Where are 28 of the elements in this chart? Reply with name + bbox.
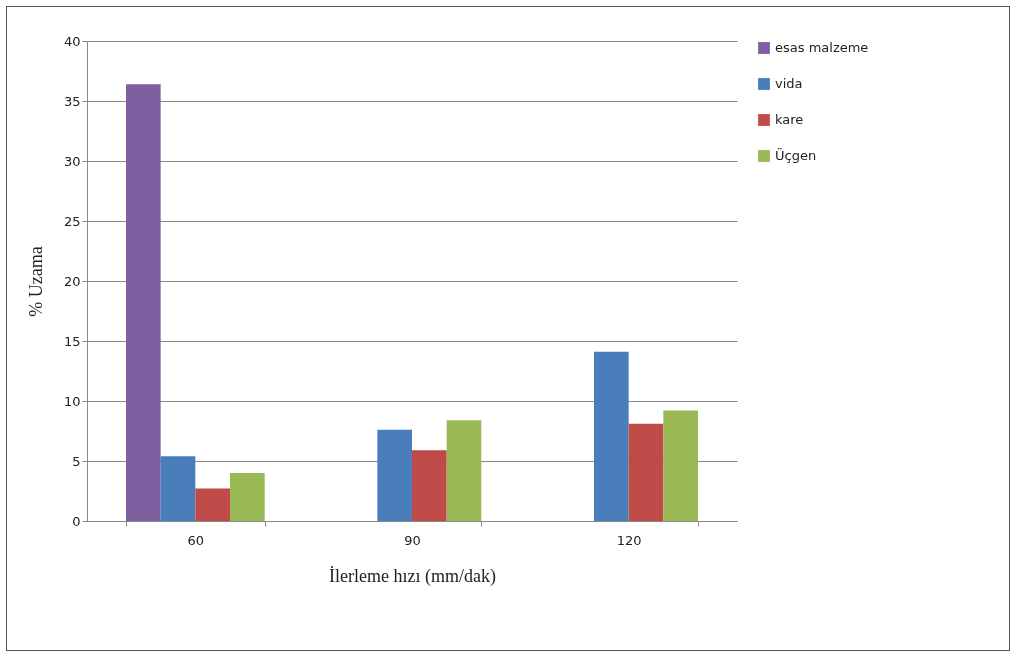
bar [628, 423, 664, 521]
bar [412, 450, 447, 521]
legend-label: vida [775, 76, 803, 91]
y-tick-label: 20 [63, 273, 81, 289]
y-tick-label: 15 [63, 333, 81, 349]
bar [663, 410, 698, 521]
y-tick-label: 0 [72, 513, 81, 529]
y-tick-label: 35 [63, 93, 81, 109]
bar [160, 456, 196, 521]
bar [377, 429, 412, 521]
bar [230, 473, 265, 521]
bar [195, 488, 230, 521]
x-tick-label: 90 [404, 532, 421, 548]
y-axis-title: % Uzama [25, 246, 46, 317]
x-tick-label: 60 [187, 532, 205, 548]
bar [446, 420, 482, 521]
y-tick-label: 10 [63, 393, 81, 409]
y-tick-label: 5 [72, 453, 81, 469]
legend-label: Üçgen [775, 147, 817, 163]
legend-label: esas malzeme [775, 40, 869, 55]
x-axis-title: İlerleme hızı (mm/dak) [329, 565, 496, 587]
legend-label: kare [775, 112, 804, 127]
y-tick-label: 25 [63, 213, 81, 229]
y-tick-label: 30 [63, 153, 81, 169]
x-tick-label: 120 [616, 532, 642, 548]
bar [126, 84, 161, 521]
y-tick-label: 40 [63, 33, 81, 49]
bar [594, 351, 629, 521]
